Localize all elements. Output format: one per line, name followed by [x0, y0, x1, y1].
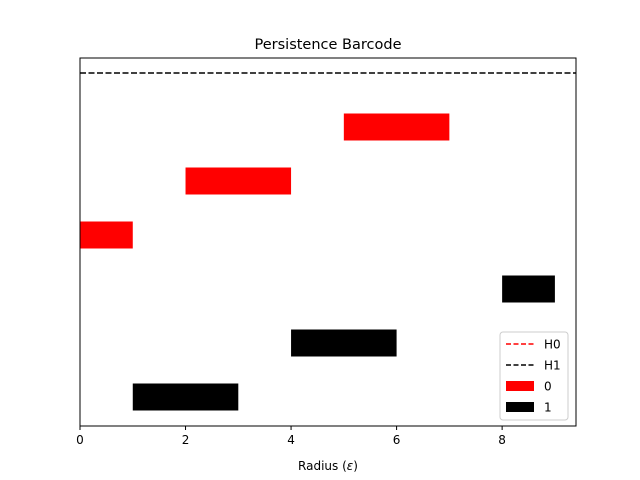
bars-layer [80, 113, 555, 411]
legend-label-h0: H0 [544, 338, 561, 352]
x-tick-label-8: 8 [498, 433, 506, 447]
legend-swatch-1 [506, 402, 534, 412]
x-axis: 0 2 4 6 8 [76, 426, 506, 447]
x-tick-label-4: 4 [287, 433, 295, 447]
x-axis-label: Radius (ε) [298, 459, 358, 473]
x-axis-label-prefix: Radius ( [298, 459, 347, 473]
legend: H0 H1 0 1 [499, 331, 569, 421]
plot-frame [79, 57, 577, 427]
barcode-bar-h1-1 [132, 383, 239, 411]
legend-label-0: 0 [544, 380, 552, 394]
barcode-bar-h0-2 [185, 167, 292, 195]
x-axis-label-symbol: ε [347, 459, 354, 473]
barcode-bar-h0-3 [343, 113, 450, 141]
legend-box [499, 331, 569, 421]
chart-title: Persistence Barcode [255, 37, 402, 53]
barcode-bar-h1-3 [502, 275, 555, 303]
x-tick-label-2: 2 [182, 433, 190, 447]
legend-label-1: 1 [544, 401, 552, 415]
x-tick-label-6: 6 [393, 433, 401, 447]
legend-swatch-0 [506, 381, 534, 391]
barcode-bar-h0-1 [80, 221, 133, 249]
legend-label-h1: H1 [544, 359, 561, 373]
x-axis-label-suffix: ) [353, 459, 358, 473]
x-tick-label-0: 0 [76, 433, 84, 447]
barcode-bar-h1-2 [291, 329, 397, 357]
